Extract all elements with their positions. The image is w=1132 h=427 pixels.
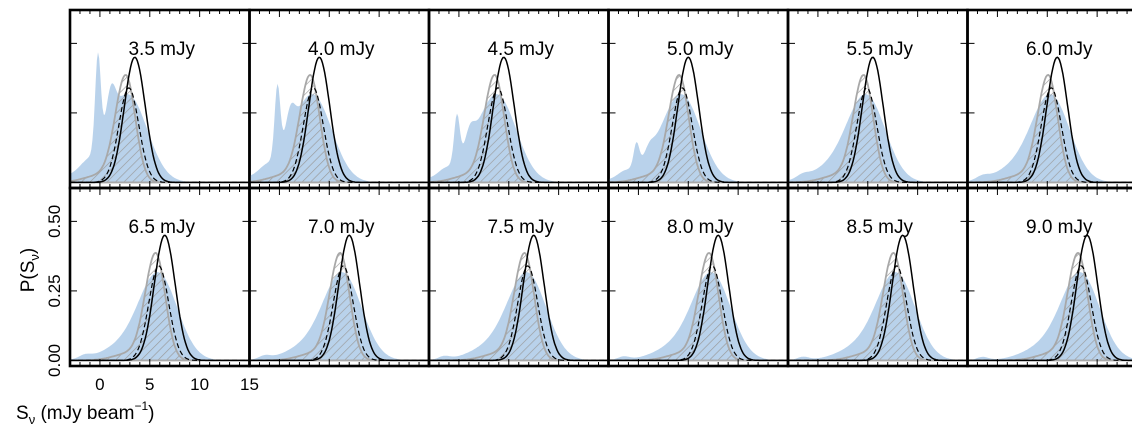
filled-distribution bbox=[967, 272, 1132, 361]
panel-label: 9.0 mJy bbox=[1026, 217, 1093, 238]
panel-40: 4.0 mJy bbox=[248, 8, 431, 190]
panel-label: 8.0 mJy bbox=[667, 217, 734, 238]
panel-label: 4.0 mJy bbox=[308, 39, 375, 60]
x-tick-label: 0 bbox=[95, 375, 104, 394]
y-axis-label: P(Sν) bbox=[18, 248, 42, 293]
filled-distribution bbox=[249, 83, 429, 183]
panel-85: 8.5 mJy bbox=[786, 186, 969, 368]
panel-label: 5.5 mJy bbox=[846, 39, 913, 60]
panel-80: 8.0 mJy bbox=[607, 186, 790, 368]
panel-75: 7.5 mJy bbox=[427, 186, 610, 368]
hatched-distribution bbox=[967, 73, 1132, 184]
panel-65: 6.5 mJy bbox=[68, 186, 251, 368]
filled-distribution bbox=[70, 52, 250, 183]
panel-label: 6.0 mJy bbox=[1026, 39, 1093, 60]
panel-50: 5.0 mJy bbox=[607, 8, 790, 190]
filled-distribution bbox=[788, 94, 968, 183]
y-tick-label: 0.50 bbox=[45, 205, 64, 238]
panel-60: 6.0 mJy bbox=[966, 8, 1132, 190]
panel-35: 3.5 mJy bbox=[68, 8, 251, 190]
axes-group: 0 5 10 15 0.00 0.25 0.50 bbox=[45, 205, 259, 394]
x-tick-label: 5 bbox=[145, 375, 154, 394]
hatched-distribution bbox=[249, 251, 429, 362]
hatched-distribution bbox=[608, 252, 788, 362]
panel-label: 3.5 mJy bbox=[128, 39, 195, 60]
panel-label: 8.5 mJy bbox=[846, 217, 913, 238]
y-tick-label: 0.00 bbox=[45, 344, 64, 377]
panel-label: 5.0 mJy bbox=[667, 39, 734, 60]
panel-label: 7.0 mJy bbox=[308, 217, 375, 238]
panel-label: 6.5 mJy bbox=[128, 217, 195, 238]
dashed-curve bbox=[967, 265, 1132, 361]
x-axis-label: Sν (mJy beam−1) bbox=[16, 399, 154, 427]
x-tick-label: 15 bbox=[240, 375, 259, 394]
panel-55: 5.5 mJy bbox=[786, 8, 969, 190]
x-tick-label: 10 bbox=[190, 375, 209, 394]
y-tick-label: 0.25 bbox=[45, 274, 64, 307]
hatched-distribution bbox=[429, 251, 609, 362]
hatched-distribution bbox=[70, 251, 250, 362]
panel-70: 7.0 mJy bbox=[248, 186, 431, 368]
panel-90: 9.0 mJy bbox=[966, 186, 1132, 368]
filled-distribution bbox=[608, 94, 788, 183]
panel-45: 4.5 mJy bbox=[427, 8, 610, 190]
panel-grid: 3.5 mJy 4.0 mJy 4.5 mJy 5.0 mJy 5.5 mJy 6.0 m… bbox=[68, 8, 1132, 368]
panel-label: 4.5 mJy bbox=[487, 39, 554, 60]
panel-label: 7.5 mJy bbox=[487, 217, 554, 238]
